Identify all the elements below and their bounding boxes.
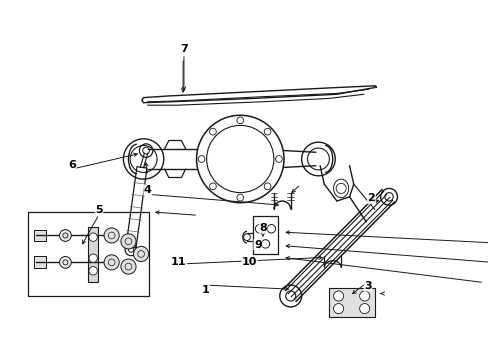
Circle shape [333,291,343,301]
Bar [27,212,149,296]
Text: 2: 2 [367,193,374,203]
Text: 9: 9 [253,240,262,250]
Bar [88,227,98,282]
Text: 5: 5 [95,205,102,215]
Circle shape [359,291,369,301]
Bar [34,256,46,268]
Text: 6: 6 [68,160,76,170]
Text: 1: 1 [202,285,209,295]
Text: 8: 8 [259,223,266,233]
Circle shape [89,254,97,262]
Bar [34,230,46,241]
Text: 7: 7 [180,44,187,54]
Circle shape [104,228,119,243]
Circle shape [60,230,71,241]
Text: 11: 11 [171,257,186,266]
Text: 10: 10 [242,257,257,266]
Circle shape [133,246,148,262]
Text: 3: 3 [364,281,371,291]
Circle shape [89,233,97,241]
Circle shape [121,234,136,249]
Circle shape [104,255,119,270]
Circle shape [359,303,369,314]
Circle shape [333,303,343,314]
Circle shape [60,256,71,268]
Circle shape [121,259,136,274]
Text: 4: 4 [143,185,151,195]
Circle shape [89,267,97,275]
Bar [328,288,374,317]
